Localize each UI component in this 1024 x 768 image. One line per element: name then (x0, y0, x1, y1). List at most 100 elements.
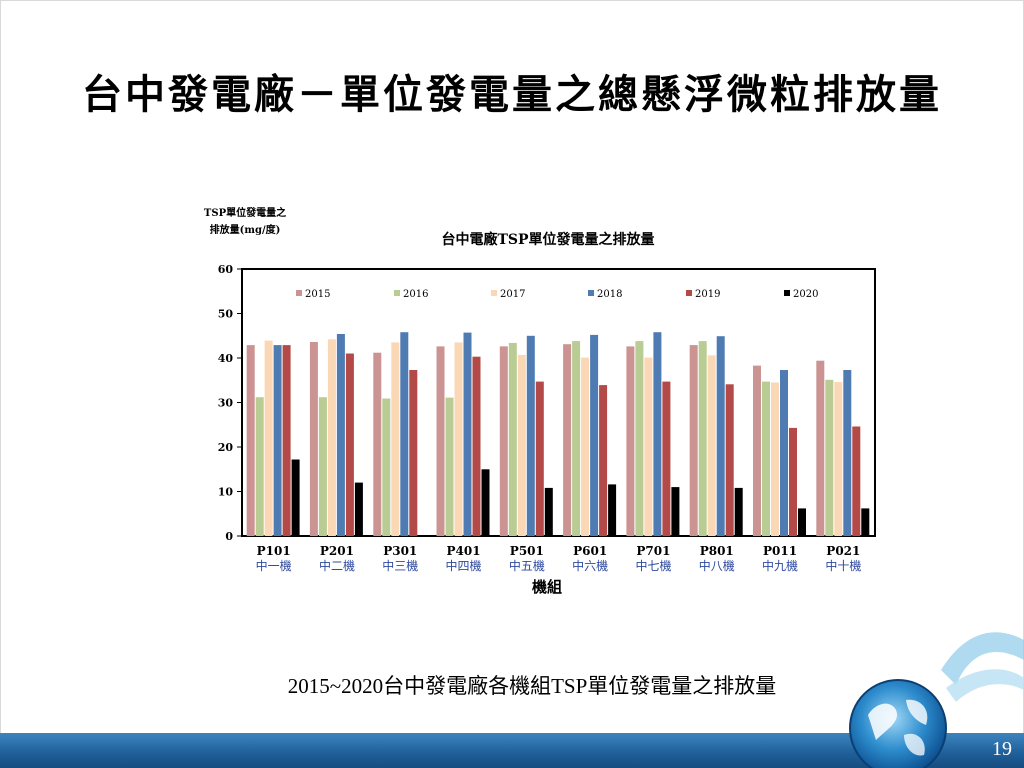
bar-2017-P601 (581, 357, 590, 536)
bar-2015-P601 (563, 344, 572, 536)
bar-2019-P011 (789, 427, 797, 536)
x-tick-sublabel: 中三機 (382, 558, 418, 573)
bar-2016-P501 (508, 342, 517, 536)
bar-2015-P021 (816, 360, 825, 536)
legend-label: 2015 (305, 289, 330, 300)
bar-2020-P011 (798, 508, 806, 536)
x-tick-label: P501 (510, 544, 544, 558)
bar-2018-P201 (336, 334, 345, 536)
bar-2016-P701 (635, 341, 644, 536)
y-tick-label: 20 (218, 441, 234, 454)
bar-2019-P401 (472, 356, 481, 536)
bar-2016-P021 (825, 379, 834, 536)
bar-2018-P401 (463, 332, 472, 536)
x-tick-label: P401 (447, 544, 481, 558)
x-tick-label: P101 (257, 544, 291, 558)
bar-2019-P021 (852, 426, 861, 536)
bar-2020-P201 (354, 482, 363, 536)
legend-label: 2018 (597, 289, 622, 300)
bar-2016-P401 (445, 397, 454, 536)
x-tick-sublabel: 中七機 (635, 558, 671, 573)
bar-2017-P301 (391, 342, 400, 536)
bar-2016-P101 (255, 397, 264, 536)
legend-swatch-2020 (784, 290, 790, 296)
y-tick-label: 30 (218, 397, 234, 410)
bar-2016-P301 (382, 398, 391, 536)
y-tick-label: 50 (218, 308, 234, 321)
y-axis-title-line2: 排放量(mg/度) (210, 223, 281, 236)
bar-2019-P701 (662, 381, 671, 536)
bar-2019-P101 (282, 345, 291, 536)
bar-2015-P011 (753, 365, 761, 536)
bar-2015-P101 (246, 345, 255, 536)
legend-label: 2016 (403, 289, 428, 300)
x-tick-label: P021 (826, 544, 860, 558)
bar-2017-P011 (771, 382, 779, 536)
x-tick-sublabel: 中六機 (572, 558, 608, 573)
x-tick-sublabel: 中十機 (825, 558, 861, 573)
y-tick-label: 0 (225, 530, 233, 543)
bar-2016-P601 (572, 341, 581, 536)
bar-2020-P101 (291, 459, 300, 536)
legend-label: 2017 (500, 289, 525, 300)
slide-caption: 2015~2020台中發電廠各機組TSP單位發電量之排放量 (287, 674, 777, 698)
bar-2018-P601 (590, 334, 599, 536)
bar-2019-P201 (345, 353, 354, 536)
x-tick-sublabel: 中九機 (762, 558, 798, 573)
bar-2017-P401 (454, 342, 463, 536)
x-tick-label: P601 (573, 544, 607, 558)
chart-title: 台中電廠TSP單位發電量之排放量 (441, 231, 654, 248)
legend-swatch-2016 (394, 290, 400, 296)
x-tick-label: P011 (763, 544, 797, 558)
bar-2020-P701 (671, 487, 680, 536)
bar-2017-P801 (707, 355, 716, 536)
bar-2019-P301 (409, 370, 418, 536)
y-axis-title-line1: TSP單位發電量之 (204, 206, 286, 219)
bar-2017-P501 (517, 354, 526, 536)
bar-2015-P501 (499, 346, 508, 536)
y-tick-label: 10 (218, 486, 234, 499)
x-tick-sublabel: 中一機 (256, 558, 292, 573)
bar-2017-P701 (644, 357, 653, 536)
x-tick-sublabel: 中八機 (699, 558, 735, 573)
bar-2020-P601 (608, 484, 617, 536)
page-number: 19 (992, 738, 1012, 760)
bar-2020-P021 (861, 508, 870, 536)
bar-2018-P021 (843, 370, 852, 536)
bar-2018-P011 (780, 370, 788, 536)
legend-swatch-2019 (686, 290, 692, 296)
bar-2015-P301 (373, 352, 382, 536)
globe-logo-icon (849, 632, 1024, 768)
bar-2016-P011 (762, 381, 770, 536)
bar-2020-P401 (481, 469, 490, 537)
bar-2017-P021 (834, 382, 843, 536)
y-tick-label: 60 (218, 263, 234, 276)
x-tick-label: P201 (320, 544, 354, 558)
x-tick-label: P301 (383, 544, 417, 558)
x-tick-label: P701 (636, 544, 670, 558)
y-tick-label: 40 (218, 352, 234, 365)
bar-2015-P401 (436, 346, 445, 536)
bar-2018-P701 (653, 332, 662, 536)
bar-2020-P801 (734, 487, 743, 536)
bar-2018-P501 (526, 335, 535, 537)
bar-2017-P101 (264, 340, 273, 536)
bar-2015-P701 (626, 346, 635, 536)
legend-swatch-2018 (588, 290, 594, 296)
bar-2020-P501 (544, 487, 553, 536)
x-tick-sublabel: 中二機 (319, 558, 355, 573)
legend-swatch-2015 (296, 290, 302, 296)
legend-label: 2019 (695, 289, 720, 300)
bar-2019-P801 (725, 384, 734, 536)
bar-2018-P301 (400, 332, 409, 536)
bar-2019-P501 (535, 381, 544, 536)
x-tick-sublabel: 中四機 (446, 558, 482, 573)
bar-2019-P601 (599, 385, 608, 536)
page-title: 台中發電廠－單位發電量之總懸浮微粒排放量 (82, 71, 942, 118)
bar-2015-P801 (689, 345, 698, 536)
x-tick-label: P801 (700, 544, 734, 558)
x-axis-title: 機組 (532, 578, 562, 596)
bar-2018-P101 (273, 345, 282, 536)
bar-2016-P801 (698, 341, 707, 536)
